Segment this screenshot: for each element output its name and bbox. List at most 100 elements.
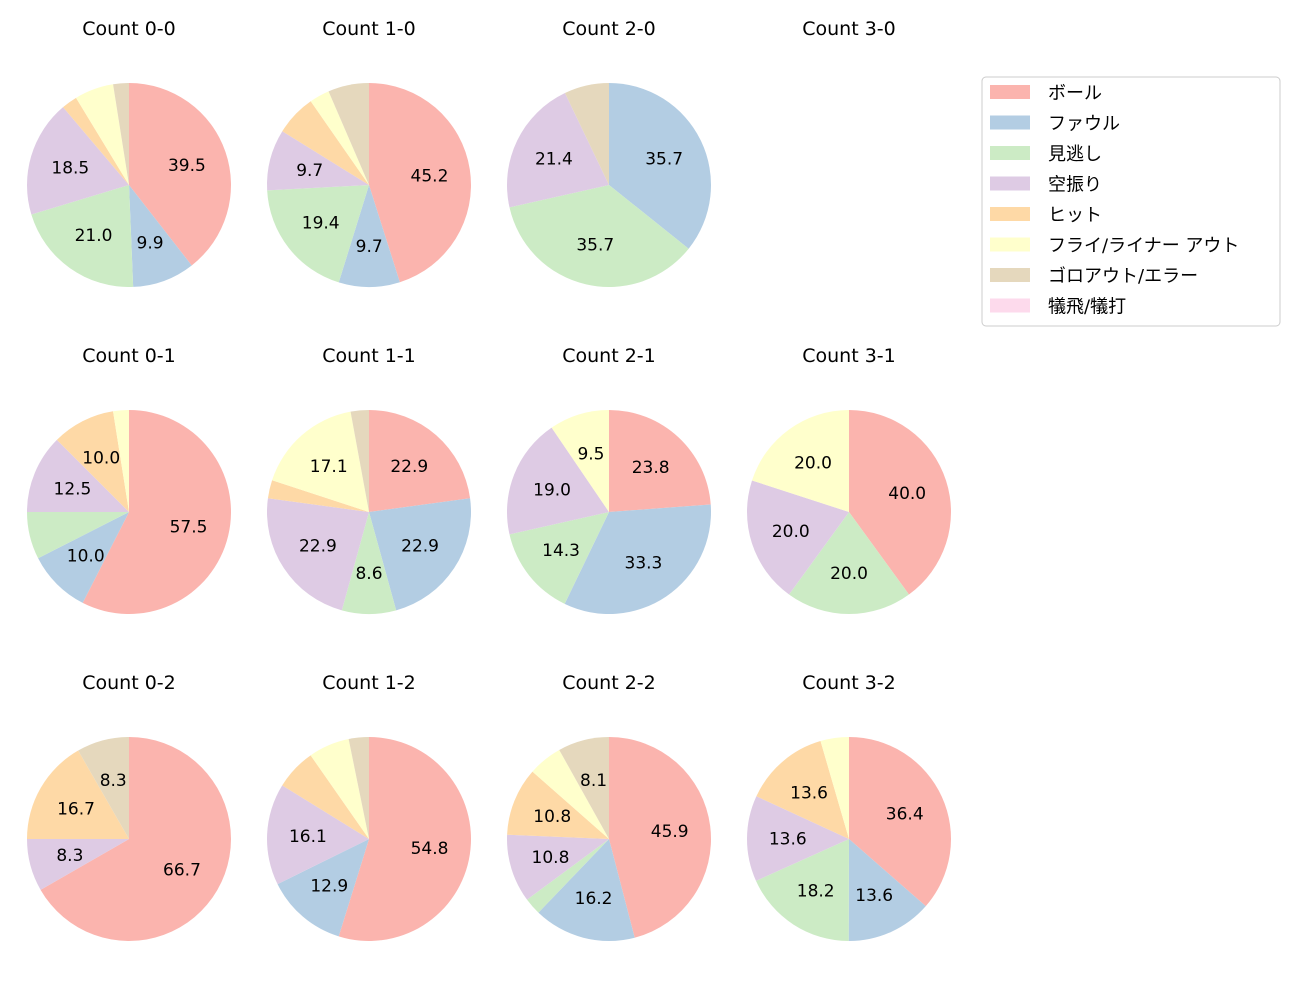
slice-label: 9.5 [577,445,604,465]
legend-swatch [990,298,1030,313]
pie-slice-3 [27,439,129,512]
legend-swatch [990,237,1030,252]
slice-label: 57.5 [170,517,208,537]
pie-title: Count 0-2 [82,672,176,694]
pie-slice-1 [129,185,192,287]
slice-label: 18.2 [797,881,835,901]
slice-label: 21.4 [535,149,573,169]
pie-slice-0 [369,410,471,512]
slice-label: 8.3 [100,771,127,791]
slice-label: 36.4 [886,805,924,825]
pie-slice-1 [369,498,472,611]
pie-slice-2 [509,185,689,288]
pie-slice-3 [267,785,369,885]
pie-slice-5 [751,410,849,512]
pie-slice-1 [38,512,129,603]
pie-slice-2 [27,512,129,559]
slice-label: 35.7 [645,149,683,169]
pie-slice-2 [267,185,369,283]
pie-slice-3 [26,107,129,215]
pie-slice-0 [849,410,951,595]
pie-count-3-2: Count 3-2 36.4 13.6 18.2 13.6 13.6 [747,672,951,942]
pie-slice-4 [56,411,129,512]
pie-count-3-1: Count 3-1 40.0 20.0 20.0 20.0 [746,345,951,614]
legend-swatch [990,85,1030,99]
slice-label: 16.1 [289,827,327,847]
pie-title: Count 3-2 [802,672,896,694]
legend-label: 見逃し [1048,144,1102,165]
pie-title: Count 3-0 [802,18,896,40]
pie-slice-6 [350,410,369,512]
pie-slice-0 [849,737,951,907]
slice-label: 54.8 [411,839,449,859]
pie-title: Count 2-1 [562,345,656,367]
pie-slice-2 [789,512,909,614]
slice-label: 19.0 [533,481,571,501]
legend-label: ファウル [1048,114,1120,135]
pie-slice-4 [63,97,130,185]
pie-slice-2 [509,512,609,604]
pie-slice-0 [338,737,472,942]
pie-slice-1 [609,83,712,249]
legend-label: フライ/ライナー アウト [1048,236,1239,257]
pie-slice-1 [848,839,926,942]
slice-label: 10.0 [82,448,120,468]
slice-label: 12.5 [54,480,92,500]
pie-count-2-2: Count 2-2 45.9 16.2 10.8 10.8 8.1 [507,672,711,942]
pie-slice-3 [27,839,129,890]
pie-count-0-1: Count 0-1 57.5 10.0 12.5 10.0 [27,345,231,614]
pie-slice-4 [27,750,129,839]
slice-label: 8.3 [56,846,83,866]
slice-label: 20.0 [794,453,832,473]
pie-slice-4 [267,480,369,512]
slice-label: 10.0 [67,546,105,566]
legend-label: ゴロアウト/エラー [1048,266,1198,287]
slice-label: 35.7 [576,236,614,256]
pie-slice-5 [310,739,369,839]
pie-slice-6 [559,737,609,839]
pie-title: Count 1-1 [322,345,416,367]
pie-title: Count 0-1 [82,345,176,367]
pie-slice-1 [338,185,400,287]
pie-slice-2 [341,512,397,614]
slice-label: 23.8 [632,458,670,478]
slice-label: 16.7 [57,799,95,819]
slice-label: 13.6 [790,784,828,804]
pie-slice-3 [267,131,369,191]
slice-label: 39.5 [168,156,206,176]
slice-label: 45.9 [651,822,689,842]
pie-slice-3 [747,796,849,881]
slice-label: 40.0 [888,484,926,504]
slice-label: 45.2 [411,167,449,187]
slice-label: 20.0 [830,564,868,584]
slice-label: 12.9 [310,877,348,897]
pie-count-1-0: Count 1-0 45.2 9.7 19.4 9.7 [267,18,472,287]
pie-slice-3 [267,498,369,611]
pie-slice-0 [369,83,472,283]
slice-label: 22.9 [299,537,337,557]
pie-count-2-0: Count 2-0 35.7 35.7 21.4 [507,18,712,288]
slice-label: 19.4 [302,214,340,234]
pie-slice-6 [348,737,369,839]
pie-slice-5 [113,410,129,512]
slice-label: 9.7 [356,237,383,257]
pie-slice-1 [564,504,712,614]
legend-swatch [990,268,1030,282]
pie-slice-5 [820,737,849,839]
pie-slice-0 [40,737,232,942]
pie-title: Count 1-0 [322,18,416,40]
legend-label: 犠飛/犠打 [1048,297,1126,318]
legend-swatch [990,146,1030,160]
slice-label: 22.9 [390,457,428,477]
pie-title: Count 2-2 [562,672,656,694]
slice-label: 14.3 [542,541,580,561]
legend-box [981,76,1281,327]
pie-slice-6 [78,737,129,839]
legend-label: ヒット [1048,205,1102,226]
slice-label: 8.1 [580,771,607,791]
legend-swatch [990,207,1030,221]
pie-slice-2 [31,185,134,288]
